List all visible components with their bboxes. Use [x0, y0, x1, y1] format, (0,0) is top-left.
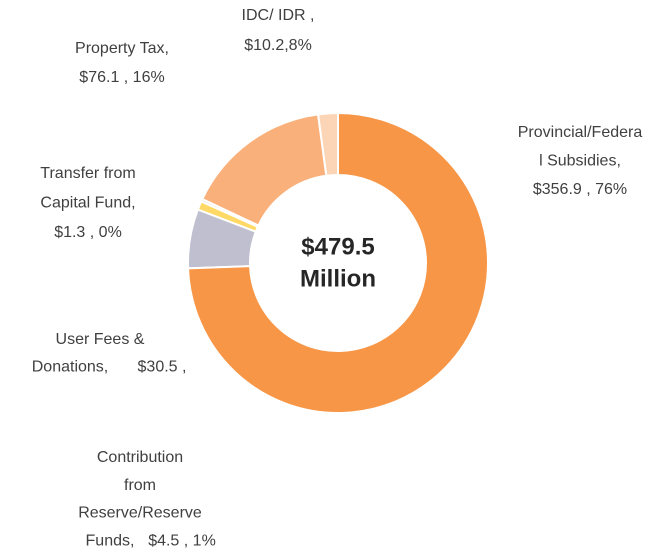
- slice-label: Provincial/Federa: [518, 124, 643, 141]
- value-label: $4.5 , 1%: [148, 532, 216, 549]
- slice-label: Contribution: [97, 449, 183, 466]
- slice-label: Donations,: [32, 359, 109, 376]
- slice-label: l Subsidies,: [539, 153, 621, 170]
- center-label: Million: [300, 265, 376, 292]
- slice-label: Funds,: [86, 532, 135, 549]
- value-label: $10.2,8%: [244, 37, 312, 54]
- slice-label: from: [124, 477, 156, 494]
- slice-label: IDC/ IDR ,: [242, 7, 315, 24]
- value-label: $1.3 , 0%: [54, 224, 122, 241]
- value-label: $30.5 ,: [138, 359, 187, 376]
- slice-label: Transfer from: [40, 165, 135, 182]
- slice-label: User Fees &: [56, 331, 145, 348]
- slice-label: Property Tax,: [75, 40, 169, 57]
- donut-slice: [187, 111, 489, 414]
- value-label: $76.1 , 16%: [79, 69, 164, 86]
- donut-slice: [187, 208, 258, 270]
- donut-slice: [200, 113, 328, 227]
- slice-label: Reserve/Reserve: [78, 505, 202, 522]
- value-label: $356.9 , 76%: [533, 181, 627, 198]
- slice-label: Capital Fund,: [40, 195, 135, 212]
- center-label: $479.5: [301, 233, 374, 260]
